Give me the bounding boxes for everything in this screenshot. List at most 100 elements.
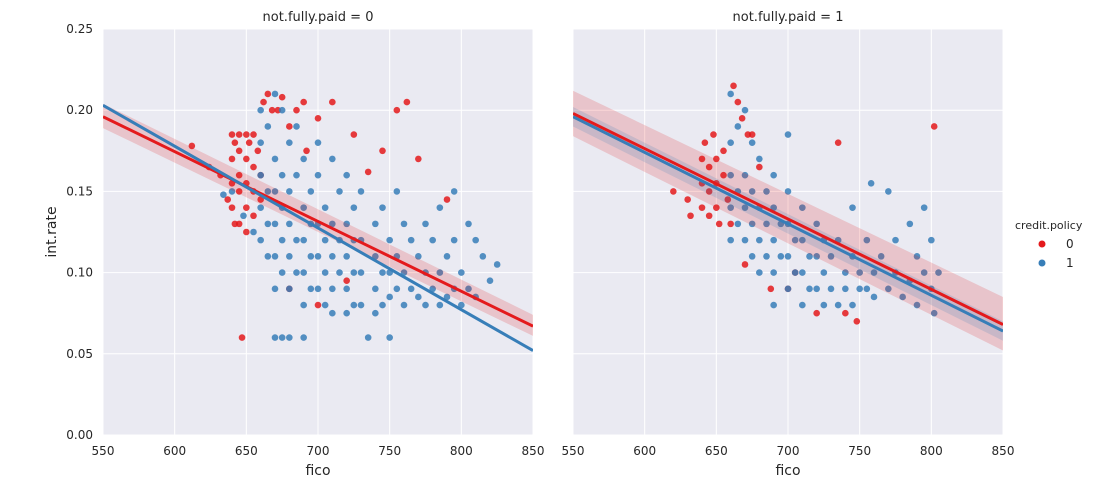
scatter-point-policy-1 xyxy=(734,123,742,130)
scatter-point-policy-1 xyxy=(293,171,300,179)
scatter-point-policy-1 xyxy=(271,90,279,98)
scatter-point-policy-1 xyxy=(842,285,849,293)
x-tick-label: 600 xyxy=(633,444,656,458)
scatter-point-policy-0 xyxy=(264,90,272,98)
scatter-point-policy-0 xyxy=(684,196,691,203)
scatter-point-policy-1 xyxy=(885,285,892,293)
scatter-point-policy-1 xyxy=(257,106,264,114)
scatter-point-policy-0 xyxy=(720,171,727,179)
scatter-point-policy-0 xyxy=(393,106,401,114)
scatter-point-policy-1 xyxy=(856,285,863,293)
scatter-point-policy-1 xyxy=(407,285,415,293)
scatter-point-policy-1 xyxy=(307,285,315,293)
scatter-point-policy-1 xyxy=(300,334,307,341)
scatter-point-policy-1 xyxy=(877,253,885,260)
scatter-point-policy-1 xyxy=(314,285,322,293)
scatter-point-policy-1 xyxy=(813,253,820,260)
scatter-point-policy-1 xyxy=(727,236,734,244)
scatter-point-policy-1 xyxy=(240,212,247,220)
scatter-point-policy-1 xyxy=(286,285,293,293)
y-tick-label: 0.25 xyxy=(66,22,93,36)
scatter-point-policy-1 xyxy=(863,285,871,293)
legend: credit.policy 0 1 xyxy=(1015,219,1083,270)
scatter-point-policy-1 xyxy=(329,220,336,228)
scatter-point-policy-1 xyxy=(278,106,286,114)
scatter-point-policy-1 xyxy=(727,139,734,146)
scatter-point-policy-1 xyxy=(820,301,828,309)
scatter-point-policy-1 xyxy=(271,155,279,163)
scatter-point-policy-1 xyxy=(300,236,307,244)
scatter-point-policy-0 xyxy=(842,309,849,317)
scatter-point-policy-1 xyxy=(748,253,756,260)
scatter-point-policy-1 xyxy=(329,285,336,293)
regression-line-policy-1 xyxy=(103,104,533,352)
scatter-point-policy-1 xyxy=(271,188,279,195)
scatter-point-policy-0 xyxy=(403,98,411,106)
scatter-point-policy-1 xyxy=(343,220,350,228)
y-axis-label: int.rate xyxy=(44,206,60,257)
scatter-point-policy-0 xyxy=(734,98,742,106)
scatter-point-policy-1 xyxy=(415,293,422,301)
scatter-point-policy-0 xyxy=(343,277,350,285)
scatter-point-policy-1 xyxy=(293,269,300,276)
x-axis-label: fico xyxy=(775,463,800,479)
scatter-point-policy-0 xyxy=(245,139,253,146)
scatter-point-policy-0 xyxy=(235,171,243,179)
scatter-point-policy-1 xyxy=(799,204,806,211)
scatter-point-policy-0 xyxy=(243,228,250,236)
scatter-point-policy-1 xyxy=(756,155,763,163)
scatter-point-policy-0 xyxy=(767,285,775,293)
scatter-point-policy-0 xyxy=(756,163,763,171)
scatter-point-policy-1 xyxy=(393,285,401,293)
scatter-point-policy-1 xyxy=(770,301,777,309)
scatter-point-policy-1 xyxy=(386,334,393,341)
scatter-point-policy-0 xyxy=(698,155,706,163)
scatter-point-policy-0 xyxy=(715,220,723,228)
scatter-point-policy-1 xyxy=(286,220,293,228)
scatter-point-policy-1 xyxy=(892,236,899,244)
scatter-point-policy-0 xyxy=(293,106,300,114)
scatter-point-policy-1 xyxy=(458,301,465,309)
scatter-point-policy-1 xyxy=(271,334,279,341)
scatter-point-policy-1 xyxy=(257,236,264,244)
scatter-point-policy-1 xyxy=(450,236,458,244)
scatter-point-policy-1 xyxy=(791,269,799,276)
scatter-point-policy-1 xyxy=(784,285,792,293)
scatter-point-policy-0 xyxy=(730,82,737,90)
scatter-point-policy-1 xyxy=(271,285,279,293)
scatter-point-policy-1 xyxy=(379,269,386,276)
scatter-point-policy-0 xyxy=(303,147,310,155)
scatter-point-policy-1 xyxy=(379,204,386,211)
scatter-point-policy-1 xyxy=(286,188,293,195)
scatter-point-policy-1 xyxy=(479,253,487,260)
scatter-point-policy-1 xyxy=(293,236,300,244)
scatter-point-policy-1 xyxy=(357,188,365,195)
scatter-point-policy-1 xyxy=(920,269,928,276)
regression-line-policy-0 xyxy=(573,112,1003,326)
scatter-point-policy-1 xyxy=(770,171,777,179)
scatter-point-policy-0 xyxy=(224,196,231,203)
scatter-point-policy-0 xyxy=(314,115,322,122)
scatter-point-policy-0 xyxy=(741,261,749,268)
scatter-point-policy-1 xyxy=(257,204,264,211)
scatter-point-policy-1 xyxy=(867,179,875,187)
x-tick-label: 850 xyxy=(992,444,1015,458)
scatter-point-policy-0 xyxy=(235,220,243,228)
scatter-point-policy-0 xyxy=(286,123,293,130)
scatter-point-policy-1 xyxy=(465,285,472,293)
scatter-point-policy-1 xyxy=(314,171,322,179)
y-tick-label: 0.20 xyxy=(66,103,93,117)
scatter-point-policy-1 xyxy=(278,171,286,179)
scatter-point-policy-1 xyxy=(756,269,763,276)
scatter-point-policy-0 xyxy=(738,115,746,122)
scatter-point-policy-1 xyxy=(913,253,921,260)
scatter-point-policy-1 xyxy=(372,309,379,317)
scatter-point-policy-1 xyxy=(741,106,749,114)
scatter-point-policy-1 xyxy=(286,139,293,146)
scatter-point-policy-0 xyxy=(748,131,756,138)
scatter-point-policy-1 xyxy=(856,269,863,276)
scatter-point-policy-1 xyxy=(472,236,479,244)
scatter-point-policy-1 xyxy=(372,285,379,293)
scatter-point-policy-1 xyxy=(228,188,236,195)
scatter-point-policy-1 xyxy=(827,253,835,260)
